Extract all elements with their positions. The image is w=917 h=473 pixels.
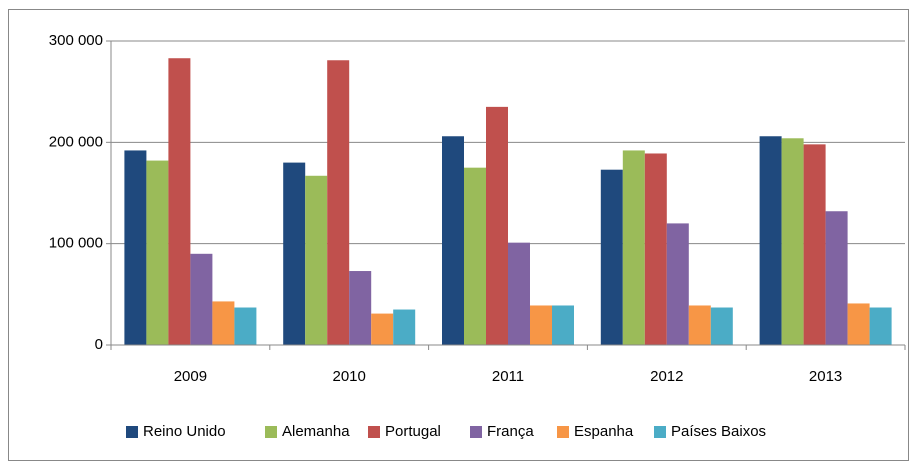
legend-label: França	[487, 423, 534, 440]
y-tick-label: 200 000	[49, 133, 103, 150]
bar	[803, 144, 826, 345]
legend-swatch	[557, 426, 569, 438]
bar	[530, 305, 552, 345]
y-tick-label: 300 000	[49, 32, 103, 49]
bar	[349, 271, 372, 345]
bar	[371, 313, 394, 345]
bar	[688, 305, 711, 345]
legend-swatch	[470, 426, 482, 438]
x-tick-label: 2010	[333, 368, 366, 385]
bar	[759, 136, 782, 345]
x-tick-label: 2013	[809, 368, 842, 385]
bar	[305, 175, 328, 345]
bar	[622, 150, 645, 345]
bar	[847, 303, 870, 345]
legend-label: Espanha	[574, 423, 634, 440]
bar	[600, 169, 623, 345]
bar	[212, 301, 235, 345]
bar	[710, 307, 733, 345]
bar	[146, 160, 169, 345]
legend-label: Países Baixos	[671, 423, 766, 440]
y-tick-label: 0	[95, 336, 103, 353]
y-tick-label: 100 000	[49, 235, 103, 252]
bar	[442, 136, 464, 345]
legend-swatch	[126, 426, 138, 438]
bar	[781, 138, 804, 345]
bar	[464, 167, 486, 345]
bar	[190, 253, 213, 345]
bar	[869, 307, 892, 345]
legend-swatch	[265, 426, 277, 438]
bar	[666, 223, 689, 345]
bar	[234, 307, 257, 345]
x-tick-label: 2011	[492, 368, 524, 385]
legend-swatch	[368, 426, 380, 438]
legend-label: Reino Unido	[143, 423, 226, 440]
legend-swatch	[654, 426, 666, 438]
bar	[644, 153, 667, 345]
legend-label: Alemanha	[282, 423, 350, 440]
bar	[283, 162, 306, 345]
bar	[508, 242, 530, 345]
bar	[825, 211, 848, 345]
bar	[486, 106, 508, 345]
bar	[168, 58, 191, 346]
legend-label: Portugal	[385, 423, 441, 440]
bar	[327, 60, 350, 346]
bar	[393, 309, 416, 345]
bar	[124, 150, 147, 345]
bar	[552, 305, 574, 345]
x-tick-label: 2009	[174, 368, 207, 385]
x-tick-label: 2012	[650, 368, 683, 385]
